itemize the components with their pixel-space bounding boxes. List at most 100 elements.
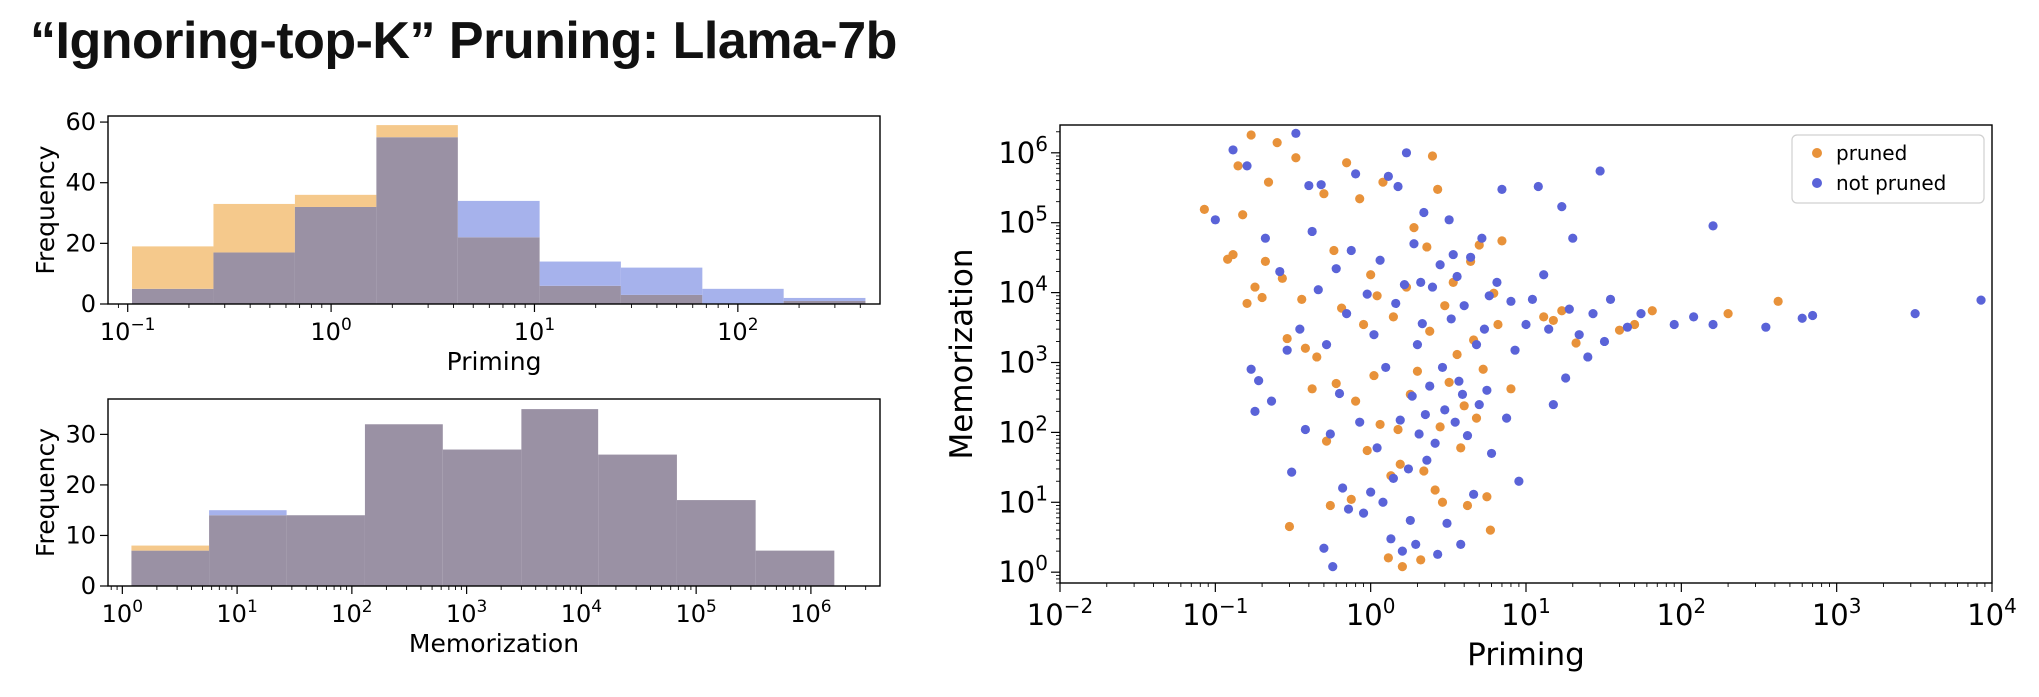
scatter-point-not-pruned [1533,181,1543,192]
histogram-bar-overlap [755,550,835,586]
scatter-point-pruned [1773,296,1783,306]
scatter-point-not-pruned [1474,399,1484,410]
scatter-point-pruned [1250,282,1260,292]
scatter-point-not-pruned [1397,546,1407,556]
memorization-histogram: 100 101 102 103 104 105 106 0 10 20 30 Memorization… [31,398,881,658]
scatter-point-pruned [1199,204,1209,215]
x-axis-label: Memorization [409,629,579,658]
scatter-point-not-pruned [1414,429,1424,439]
histogram-bar-not-pruned [457,200,540,238]
scatter-point-not-pruned [1462,430,1473,441]
x-tick-label: 10−1 [1182,594,1248,632]
scatter-point-not-pruned [1405,515,1415,526]
scatter-point-pruned [1482,492,1492,502]
x-tick-label: 10−1 [100,315,156,346]
scatter-point-not-pruned [1521,319,1531,330]
scatter-point-pruned [1435,422,1445,432]
scatter-point-not-pruned [1448,249,1458,260]
x-tick-label: 106 [790,597,831,628]
scatter-point-not-pruned [1369,330,1379,340]
histogram-bar-overlap [131,550,210,586]
scatter-point-not-pruned [1403,464,1414,474]
scatter-point-pruned [1485,525,1496,535]
scatter-point-not-pruned [1351,169,1361,179]
scatter-point-not-pruned [1564,304,1574,314]
scatter-point-not-pruned [1605,294,1616,304]
y-tick-label: 104 [998,272,1048,310]
scatter-point-not-pruned [1338,483,1348,493]
scatter-point-not-pruned [1430,438,1440,448]
scatter-point-not-pruned [1419,207,1429,218]
scatter-point-not-pruned [1300,424,1310,435]
scatter-point-not-pruned [1246,364,1256,374]
scatter-point-not-pruned [1437,362,1448,373]
scatter-point-pruned [1444,377,1454,387]
scatter-point-not-pruned [1275,266,1285,277]
scatter-point-not-pruned [1417,319,1427,329]
scatter-point-pruned [1228,249,1238,260]
scatter-point-pruned [1395,459,1405,469]
scatter-point-pruned [1282,333,1292,344]
scatter-point-pruned [1397,562,1407,572]
scatter-point-not-pruned [1497,184,1507,194]
x-tick-label: 105 [675,597,716,628]
scatter-point-not-pruned [1391,298,1401,309]
scatter-point-pruned [1548,315,1558,326]
scatter-point-not-pruned [1636,309,1646,319]
legend-marker-not-pruned [1812,178,1822,188]
scatter-point-pruned [1307,384,1317,394]
legend-label-pruned: pruned [1836,141,1907,165]
legend-box [1791,134,1985,204]
scatter-point-not-pruned [1442,518,1452,528]
scatter-point-not-pruned [1386,534,1396,544]
x-tick-label: 102 [717,315,758,346]
histogram-bar-overlap [209,515,287,586]
histogram-bar-overlap [620,294,703,304]
scatter-point-not-pruned [1407,391,1417,401]
x-tick-label: 100 [1346,594,1396,632]
scatter-point-not-pruned [1456,539,1466,549]
scatter-point-not-pruned [1266,396,1277,406]
scatter-point-not-pruned [1561,373,1571,383]
histogram-bar-not-pruned [539,261,621,286]
histogram-bar-overlap [539,285,621,304]
scatter-point-not-pruned [1242,161,1252,171]
histogram-bar-not-pruned [209,510,287,516]
scatter-point-not-pruned [1425,381,1435,391]
scatter-point-not-pruned [1395,415,1405,425]
scatter-point-not-pruned [1409,239,1419,249]
plot-frame [107,398,881,587]
scatter-point-pruned [1242,298,1252,309]
scatter-point-not-pruned [1250,406,1260,416]
scatter-point-pruned [1366,270,1376,280]
scatter-point-not-pruned [1486,448,1497,459]
histogram-bar-overlap [457,237,540,304]
scatter-point-not-pruned [1420,409,1430,420]
scatter-point-not-pruned [1383,171,1393,181]
y-tick-label: 106 [998,132,1048,170]
x-tick-label: 101 [216,597,257,628]
scatter-point-pruned [1723,309,1733,319]
histogram-bar-overlap [783,300,866,304]
histogram-bar-overlap [213,252,295,304]
x-tick-label: 103 [1812,594,1862,632]
scatter-point-not-pruned [1362,289,1372,299]
x-tick-label: 104 [561,597,602,628]
scatter-point-pruned [1388,312,1398,322]
scatter-point-not-pruned [1388,473,1398,483]
slide-title: “Ignoring-top-K” Pruning: Llama-7b [30,12,897,70]
histogram-bar-overlap [132,288,214,304]
scatter-point-not-pruned [1446,314,1456,324]
scatter-point-not-pruned [1295,324,1305,334]
scatter-point-not-pruned [1346,245,1356,256]
y-tick-label: 0 [81,572,96,600]
scatter-point-not-pruned [1435,260,1445,270]
scatter-point-not-pruned [1381,362,1391,373]
scatter-point-pruned [1478,364,1488,374]
scatter-point-not-pruned [1316,180,1326,190]
scatter-point-not-pruned [1393,181,1403,192]
scatter-point-pruned [1506,384,1516,394]
scatter-point-pruned [1263,177,1274,187]
scatter-point-not-pruned [1260,233,1270,243]
y-axis-label: Memorization [944,249,980,460]
